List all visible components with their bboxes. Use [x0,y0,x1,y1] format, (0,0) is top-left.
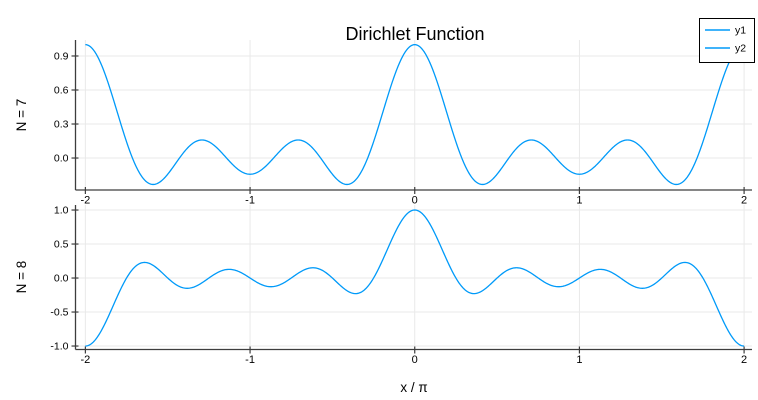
y-tick-label: 1.0 [54,205,69,217]
x-tick-label: 0 [412,195,418,207]
y-tick-label: 0.5 [54,239,69,251]
series-line-y2 [85,209,745,347]
x-tick-label: 2 [741,354,747,366]
x-tick-label: -1 [245,354,255,366]
x-tick-label: -2 [80,195,90,207]
subplot-n7: -2 -1 0 1 2 0.9 0.6 0.3 0.0 [54,40,752,207]
y-axis-label-n8: N = 8 [14,261,29,294]
chart-title: Dirichlet Function [345,24,484,44]
x-tick-label: -2 [80,354,90,366]
x-axis-label: x / π [400,380,427,395]
series-line-y1 [85,44,745,186]
legend-label-y2: y2 [735,43,746,55]
y-tick-label: 0.3 [54,119,69,131]
legend-box [699,18,755,63]
y-tick-label: -1.0 [50,341,68,353]
y-tick-label: 0.6 [54,85,69,97]
x-tick-label: 1 [576,354,582,366]
subplot-n8: -2 -1 0 1 2 1.0 0.5 0.0 -0.5 -1.0 [50,205,752,366]
legend-label-y1: y1 [735,25,746,37]
y-tick-label: -0.5 [50,307,68,319]
legend: y1 y2 [699,18,755,63]
x-tick-label: -1 [245,195,255,207]
y-tick-label: 0.0 [54,273,69,285]
y-tick-label: 0.9 [54,50,69,62]
x-tick-label: 0 [412,354,418,366]
x-tick-label: 2 [741,195,747,207]
y-axis-label-n7: N = 7 [14,99,29,132]
y-tick-label: 0.0 [54,153,69,165]
x-tick-label: 1 [576,195,582,207]
